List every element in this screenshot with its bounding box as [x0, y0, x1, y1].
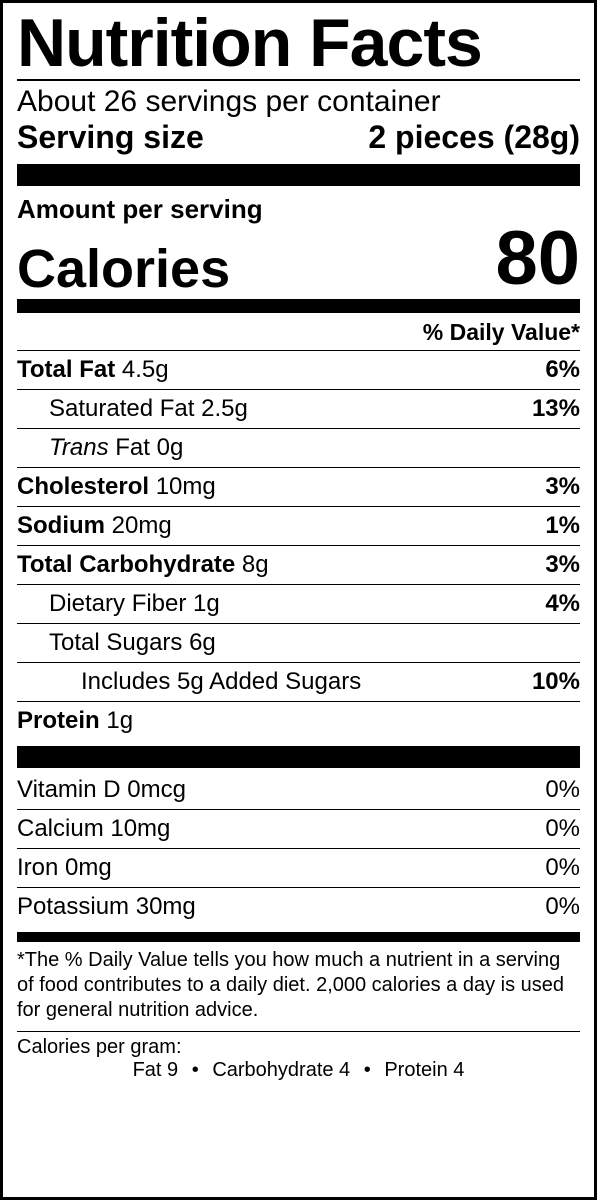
calories-label: Calories [17, 245, 230, 294]
nutrient-label: Calcium 10mg [17, 815, 170, 843]
daily-value-footnote: *The % Daily Value tells you how much a … [17, 942, 580, 1023]
nutrient-label: Total Fat 4.5g [17, 356, 169, 384]
nutrient-label: Dietary Fiber 1g [49, 590, 220, 618]
row-fiber: Dietary Fiber 1g 4% [17, 584, 580, 623]
nutrient-dv: 3% [545, 473, 580, 501]
nutrient-dv: 0% [545, 776, 580, 804]
nutrient-label: Protein 1g [17, 707, 133, 735]
thick-bar-2 [17, 746, 580, 768]
serving-size-label: Serving size [17, 119, 204, 156]
serving-size-value: 2 pieces (28g) [368, 119, 580, 156]
nutrient-dv: 0% [545, 854, 580, 882]
nutrient-label: Cholesterol 10mg [17, 473, 216, 501]
row-vitamin-d: Vitamin D 0mcg 0% [17, 768, 580, 809]
row-sodium: Sodium 20mg 1% [17, 506, 580, 545]
row-iron: Iron 0mg 0% [17, 848, 580, 887]
bullet-separator: • [192, 1059, 199, 1081]
row-cholesterol: Cholesterol 10mg 3% [17, 467, 580, 506]
nutrient-label: Vitamin D 0mcg [17, 776, 186, 804]
serving-size-row: Serving size 2 pieces (28g) [17, 119, 580, 156]
nutrient-dv: 0% [545, 893, 580, 921]
nutrient-label: Potassium 30mg [17, 893, 196, 921]
nutrient-label: Iron 0mg [17, 854, 112, 882]
panel-title: Nutrition Facts [17, 9, 580, 77]
nutrient-dv: 6% [545, 356, 580, 384]
daily-value-header: % Daily Value* [17, 319, 580, 346]
vitamins-section: Vitamin D 0mcg 0% Calcium 10mg 0% Iron 0… [17, 768, 580, 932]
calories-row: Calories 80 [17, 225, 580, 293]
row-calcium: Calcium 10mg 0% [17, 809, 580, 848]
calories-per-gram: Calories per gram: Fat 9 • Carbohydrate … [17, 1031, 580, 1082]
row-saturated-fat: Saturated Fat 2.5g 13% [17, 389, 580, 428]
row-total-sugars: Total Sugars 6g [17, 623, 580, 662]
title-rule [17, 79, 580, 83]
thick-bar-1 [17, 164, 580, 186]
calories-value: 80 [495, 225, 580, 293]
nutrient-dv: 10% [532, 668, 580, 696]
row-trans-fat: Trans Fat 0g [17, 428, 580, 467]
servings-per-container: About 26 servings per container [17, 85, 580, 119]
nutrient-label: Trans Fat 0g [49, 434, 183, 462]
row-protein: Protein 1g [17, 701, 580, 740]
nutrient-dv: 4% [545, 590, 580, 618]
cal-per-gram-heading: Calories per gram: [17, 1036, 580, 1059]
nutrient-label: Includes 5g Added Sugars [81, 668, 361, 696]
nutrition-facts-panel: Nutrition Facts About 26 servings per co… [0, 0, 597, 1200]
bullet-separator: • [364, 1059, 371, 1081]
nutrient-label: Total Carbohydrate 8g [17, 551, 269, 579]
nutrient-label: Sodium 20mg [17, 512, 172, 540]
nutrient-dv: 0% [545, 815, 580, 843]
cal-per-gram-values: Fat 9 • Carbohydrate 4 • Protein 4 [17, 1059, 580, 1082]
nutrient-dv: 1% [545, 512, 580, 540]
nutrient-dv: 3% [545, 551, 580, 579]
row-added-sugars: Includes 5g Added Sugars 10% [17, 662, 580, 701]
nutrient-dv: 13% [532, 395, 580, 423]
nutrient-label: Total Sugars 6g [49, 629, 216, 657]
small-bar-1 [17, 932, 580, 942]
nutrient-label: Saturated Fat 2.5g [49, 395, 248, 423]
row-total-fat: Total Fat 4.5g 6% [17, 350, 580, 389]
row-potassium: Potassium 30mg 0% [17, 887, 580, 926]
row-total-carb: Total Carbohydrate 8g 3% [17, 545, 580, 584]
medium-bar-1 [17, 299, 580, 313]
